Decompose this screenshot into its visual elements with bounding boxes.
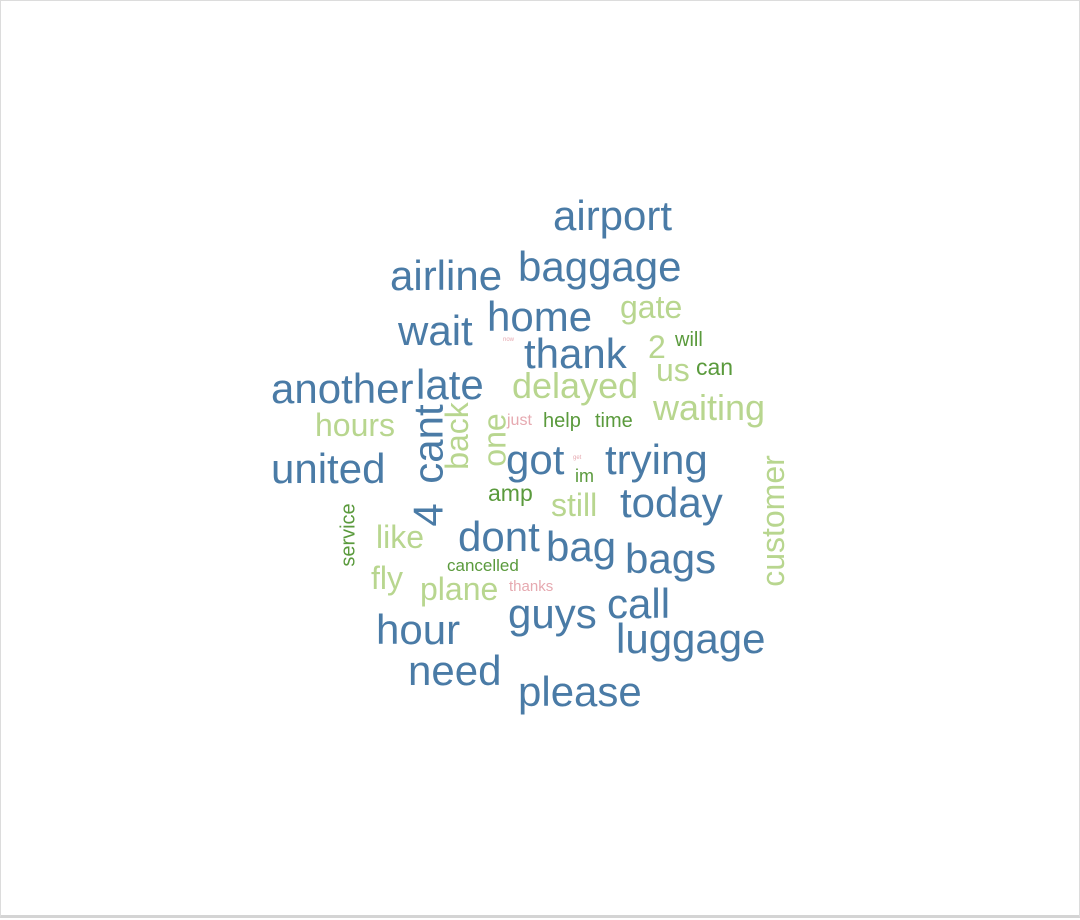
word-can: can (696, 354, 734, 380)
word-customer: customer (755, 455, 791, 587)
word-got: got (506, 436, 565, 483)
word-hours: hours (315, 407, 396, 443)
word-bags: bags (625, 535, 717, 582)
word-just: just (507, 412, 532, 429)
word-gate: gate (620, 289, 683, 325)
word-back: back (439, 402, 475, 470)
word-us: us (656, 352, 690, 388)
word-guys: guys (508, 590, 597, 637)
word-plane: plane (420, 571, 499, 607)
word-call: call (607, 580, 671, 627)
word-airport: airport (553, 192, 673, 239)
word-wait: wait (398, 307, 473, 354)
word-cancelled: cancelled (447, 556, 519, 575)
word-amp: amp (488, 480, 533, 506)
word-need: need (408, 647, 502, 694)
word-delayed: delayed (512, 365, 639, 406)
word-baggage: baggage (518, 243, 682, 290)
word-still: still (551, 487, 598, 523)
word-late: late (416, 361, 484, 408)
word-please: please (518, 668, 642, 715)
word-time: time (595, 410, 633, 432)
word-2: 2 (648, 329, 666, 365)
word-now: now (503, 337, 515, 343)
word-get: get (573, 455, 582, 461)
word-fly: fly (371, 560, 403, 596)
word-hour: hour (376, 606, 461, 653)
word-trying: trying (605, 436, 708, 483)
word-will: will (675, 329, 703, 351)
word-bag: bag (546, 523, 617, 570)
word-home: home (487, 293, 593, 340)
word-thank: thank (524, 330, 627, 377)
word-airline: airline (390, 252, 503, 299)
word-luggage: luggage (616, 615, 766, 662)
word-dont: dont (458, 513, 540, 560)
word-united: united (271, 445, 386, 492)
word-thanks: thanks (509, 578, 554, 595)
word-im: im (575, 466, 594, 486)
word-another: another (271, 365, 414, 412)
word-service: service (337, 502, 360, 567)
word-help: help (543, 410, 581, 432)
word-waiting: waiting (653, 387, 766, 428)
word-like: like (376, 519, 425, 555)
word-today: today (620, 479, 723, 526)
